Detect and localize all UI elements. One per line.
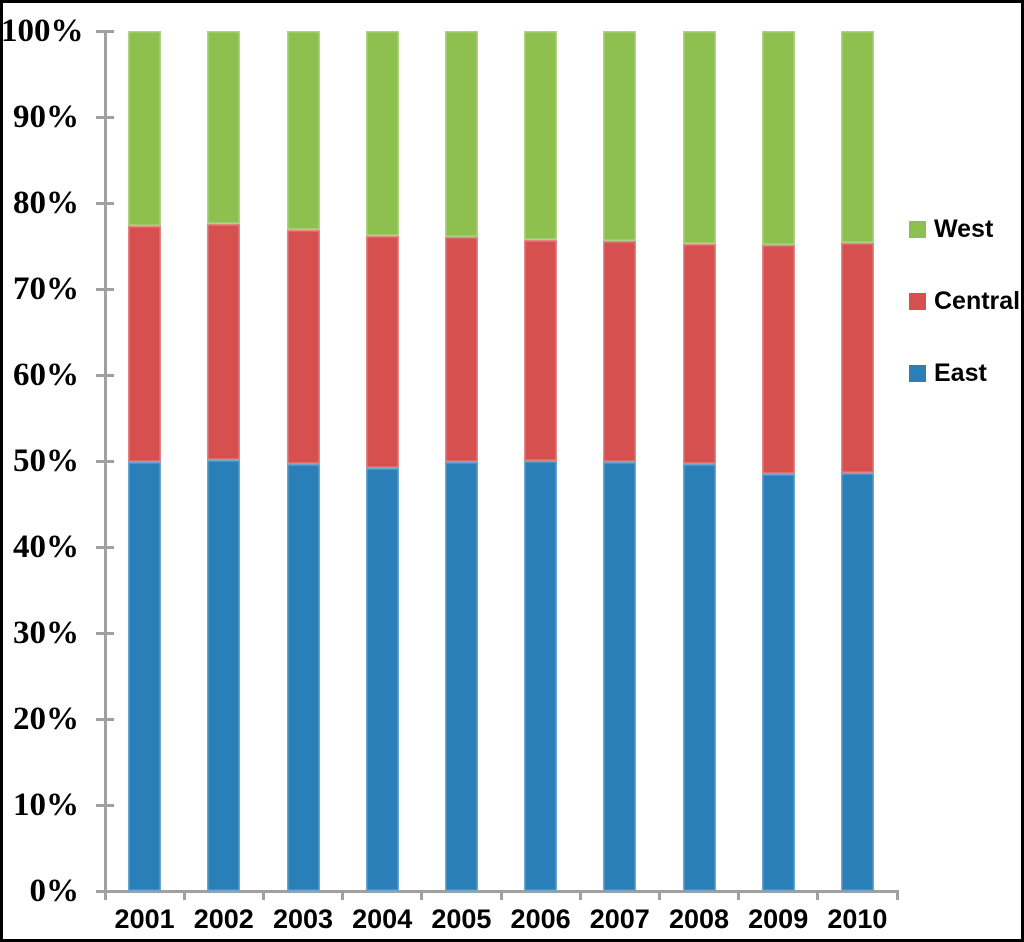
bar-2004 — [365, 31, 399, 891]
x-axis-tick — [499, 891, 503, 900]
x-axis-category-label: 2010 — [827, 904, 888, 934]
bar-segment-east — [207, 460, 241, 891]
bar-segment-east — [761, 473, 795, 891]
x-axis-tick — [657, 891, 661, 900]
x-axis-category-label: 2001 — [114, 904, 175, 934]
x-axis-tick — [103, 891, 107, 900]
bar-segment-central — [603, 240, 637, 462]
y-axis-tick-label: 40% — [13, 529, 79, 565]
x-axis-category-label: 2007 — [589, 904, 650, 934]
y-axis-tick-label: 20% — [13, 701, 79, 737]
y-axis-tick-label: 0% — [29, 873, 80, 909]
y-axis-tick-label: 60% — [13, 357, 79, 393]
plot-area: 0% 10% 20% 30% 40% 50% 60% 70% 80% 90% 100% 2001 200… — [1, 3, 1021, 939]
bar-2002 — [207, 31, 241, 891]
y-axis-tick — [96, 201, 114, 205]
bar-2003 — [286, 31, 320, 891]
y-axis-tick-label: 90% — [13, 99, 79, 135]
x-axis-category-label: 2008 — [668, 904, 730, 934]
bar-2010 — [840, 31, 874, 891]
bar-segment-west — [444, 31, 478, 238]
y-axis-tick — [96, 545, 114, 549]
x-axis-tick — [182, 891, 186, 900]
y-axis-tick-label: 10% — [13, 787, 79, 823]
bar-2006 — [524, 31, 558, 891]
x-axis-tick — [816, 891, 820, 900]
x-axis-category-label: 2005 — [431, 904, 492, 934]
bar-segment-central — [524, 239, 558, 461]
bar-segment-west — [603, 31, 637, 241]
y-axis-tick-label: 30% — [13, 615, 79, 651]
y-axis-tick — [96, 459, 114, 463]
bar-segment-east — [840, 473, 874, 891]
bar-segment-east — [444, 461, 478, 891]
y-axis-tick-label: 100% — [1, 13, 84, 49]
x-axis-category-label: 2009 — [748, 904, 809, 934]
bar-segment-central — [761, 245, 795, 474]
bar-segment-east — [365, 467, 399, 891]
bar-segment-west — [365, 31, 399, 236]
bar-2008 — [682, 31, 716, 891]
bar-2005 — [444, 31, 478, 891]
bar-segment-central — [444, 237, 478, 462]
bar-segment-west — [207, 31, 241, 224]
x-axis-tick — [737, 891, 741, 900]
bar-segment-central — [207, 223, 241, 461]
bar-segment-east — [603, 461, 637, 891]
y-axis-tick — [96, 287, 114, 291]
bar-segment-east — [128, 461, 162, 891]
bar-segment-west — [524, 31, 558, 240]
y-axis-tick-label: 70% — [13, 271, 79, 307]
bar-2009 — [761, 31, 795, 891]
bar-segment-central — [682, 244, 716, 464]
x-axis-category-label: 2006 — [510, 904, 571, 934]
bar-segment-east — [286, 463, 320, 891]
bar-segment-west — [286, 31, 320, 230]
x-axis-tick — [895, 891, 899, 900]
y-axis-tick — [96, 373, 114, 377]
bar-segment-central — [128, 226, 162, 462]
bar-segment-west — [128, 31, 162, 227]
x-axis-tick — [341, 891, 345, 900]
bar-segment-central — [286, 229, 320, 464]
y-axis-tick — [96, 631, 114, 635]
bar-segment-west — [682, 31, 716, 245]
y-axis-tick — [96, 803, 114, 807]
bar-segment-west — [761, 31, 795, 246]
y-axis-tick — [96, 115, 114, 119]
y-axis-line — [103, 31, 107, 894]
y-axis-tick-label: 80% — [13, 185, 79, 221]
x-axis-category-label: 2003 — [272, 904, 334, 934]
x-axis-tick — [420, 891, 424, 900]
bar-2001 — [128, 31, 162, 891]
x-axis-category-label: 2002 — [193, 904, 254, 934]
x-axis-tick — [578, 891, 582, 900]
bar-segment-central — [840, 243, 874, 474]
x-axis-category-label: 2004 — [352, 904, 413, 934]
bar-segment-east — [524, 460, 558, 891]
bar-2007 — [603, 31, 637, 891]
bar-segment-west — [840, 31, 874, 244]
bar-segment-east — [682, 463, 716, 891]
y-axis-tick-label: 50% — [13, 443, 79, 479]
x-axis-tick — [261, 891, 265, 900]
bar-segment-central — [365, 235, 399, 468]
y-axis-tick — [96, 29, 114, 33]
y-axis-tick — [96, 717, 114, 721]
